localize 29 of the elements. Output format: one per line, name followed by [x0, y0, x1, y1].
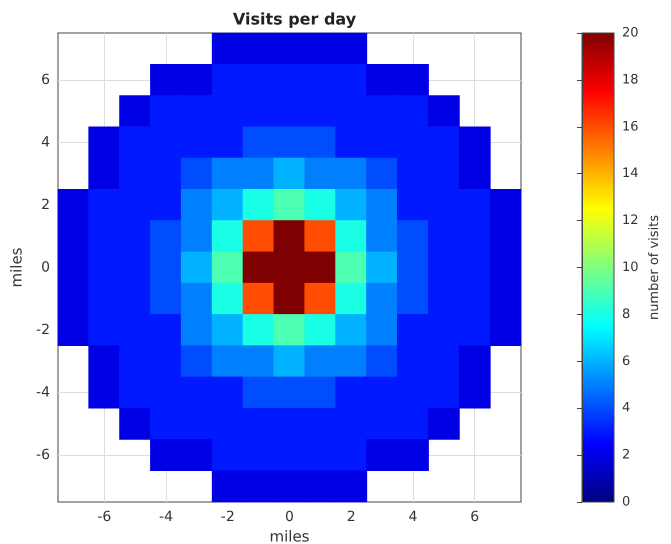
x-tick-label: -2: [220, 509, 235, 525]
x-tick-label: 2: [346, 509, 356, 525]
x-axis-title: miles: [270, 527, 310, 544]
y-tick-label: -4: [36, 384, 50, 401]
x-tick-label: 4: [408, 509, 418, 525]
color-bar-label: 4: [622, 400, 630, 416]
color-bar-label: 10: [622, 260, 639, 275]
chart-title: Visits per day: [232, 10, 357, 28]
x-tick-label: 0: [285, 509, 294, 525]
y-tick-label: 4: [41, 134, 50, 150]
color-bar-label: 20: [622, 26, 639, 40]
color-bar-label: 12: [622, 213, 639, 228]
color-bar-label: 14: [622, 166, 639, 182]
color-bar-label: 16: [622, 119, 639, 134]
y-tick-label: -2: [36, 322, 50, 338]
color-bar-label: 18: [622, 72, 639, 88]
x-tick-label: 6: [470, 509, 480, 525]
color-bar-label: 2: [622, 448, 630, 463]
color-bar-label: 0: [622, 494, 630, 510]
y-tick-label: 2: [41, 196, 50, 213]
x-tick-label: -4: [159, 509, 174, 525]
y-tick-label: 6: [41, 72, 50, 88]
x-tick-label: -6: [97, 509, 112, 525]
color-bar-label: 8: [622, 306, 630, 322]
y-axis-title: miles: [8, 247, 26, 288]
y-tick-label: -6: [36, 447, 50, 464]
color-bar-label: 6: [622, 354, 630, 369]
color-bar-title: number of visits: [647, 214, 662, 320]
y-tick-label: 0: [41, 260, 50, 276]
